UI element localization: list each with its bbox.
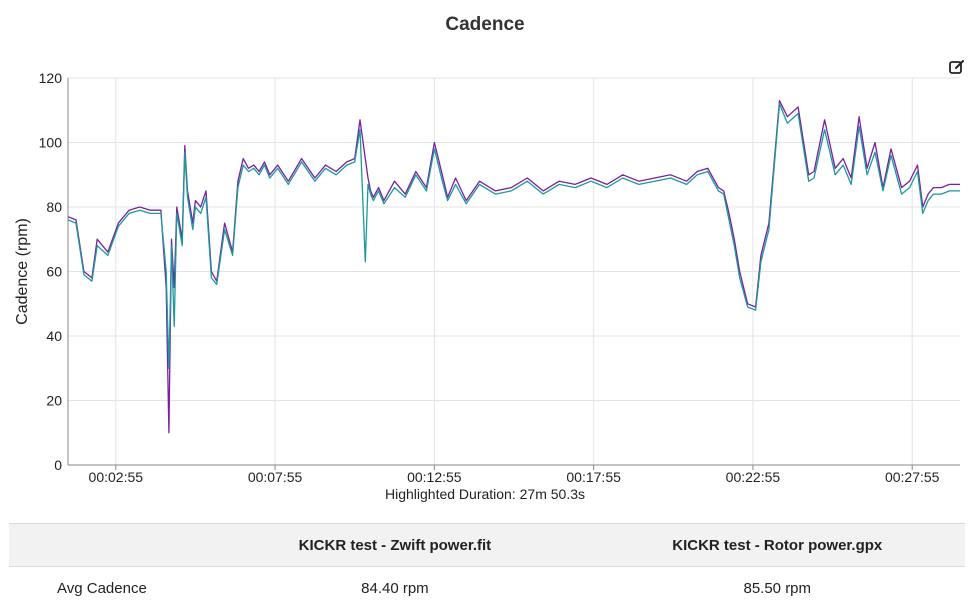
y-tick-label: 100 (39, 135, 63, 151)
x-tick-label: 00:07:55 (248, 469, 303, 485)
table-header-rotor: KICKR test - Rotor power.gpx (590, 524, 965, 567)
y-tick-label: 0 (54, 457, 62, 473)
y-tick-label: 80 (46, 199, 62, 215)
series-line-1 (68, 101, 960, 433)
avg-cadence-zwift: 84.40 rpm (200, 567, 589, 609)
table-header-row: KICKR test - Zwift power.fit KICKR test … (9, 524, 965, 567)
y-tick-label: 40 (46, 328, 62, 344)
y-tick-label: 20 (46, 393, 62, 409)
x-tick-label: 00:22:55 (726, 469, 781, 485)
x-tick-label: 00:12:55 (407, 469, 462, 485)
table-header-empty (9, 524, 200, 567)
x-tick-label: 00:27:55 (885, 469, 940, 485)
y-tick-label: 120 (39, 70, 63, 86)
y-axis-label: Cadence (rpm) (14, 218, 31, 325)
series-line-2 (68, 104, 960, 369)
y-tick-label: 60 (46, 264, 62, 280)
cadence-chart: 0 20 40 60 80 100 120 00:02:55 00:07:55 00:12:55 0… (0, 0, 970, 520)
stats-table: KICKR test - Zwift power.fit KICKR test … (9, 523, 965, 609)
row-label-avg-cadence: Avg Cadence (9, 567, 200, 609)
table-header-zwift: KICKR test - Zwift power.fit (200, 524, 589, 567)
avg-cadence-rotor: 85.50 rpm (590, 567, 965, 609)
table-row: Avg Cadence 84.40 rpm 85.50 rpm (9, 567, 965, 609)
x-tick-label: 00:17:55 (566, 469, 621, 485)
x-tick-label: 00:02:55 (89, 469, 144, 485)
highlighted-duration: Highlighted Duration: 27m 50.3s (0, 486, 970, 502)
